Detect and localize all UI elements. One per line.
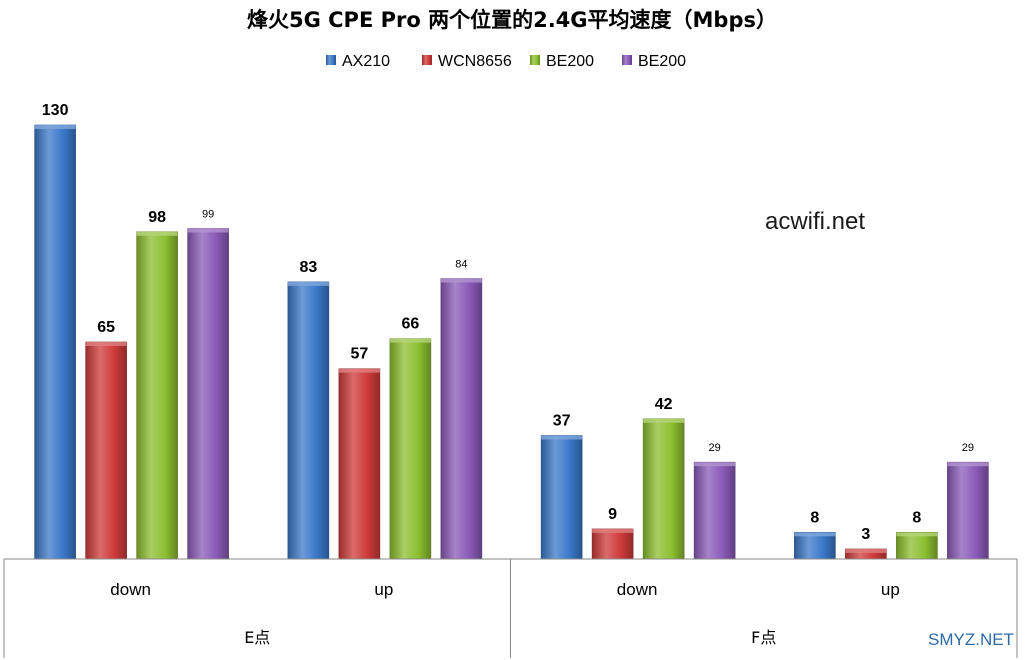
data-label: 29 [962, 442, 974, 454]
bar-top [287, 281, 329, 286]
watermark-smyz: SMYZ.NET [928, 630, 1014, 649]
category-label: down [110, 580, 151, 599]
legend-swatch [422, 55, 432, 65]
bar-top [947, 462, 989, 467]
legend-item-1: AX210 [326, 53, 390, 70]
bar-top [592, 528, 634, 533]
bar [389, 338, 432, 560]
legend-item-3: BE200 [530, 53, 594, 70]
bar [591, 528, 634, 560]
data-label: 99 [202, 208, 214, 220]
bar-top [541, 435, 583, 440]
group-label: F点 [751, 628, 776, 647]
bar-top [389, 338, 431, 343]
data-label: 9 [608, 506, 617, 523]
bar-top [34, 125, 76, 129]
legend-label: WCN8656 [438, 53, 512, 70]
bar-top [896, 532, 938, 537]
bar-top [794, 532, 836, 537]
category-label: up [374, 580, 393, 599]
bar [947, 461, 989, 560]
data-label: 66 [401, 316, 419, 333]
legend-label: AX210 [342, 53, 390, 70]
category-label: up [881, 580, 900, 599]
bar [85, 341, 127, 560]
data-label: 130 [42, 102, 69, 119]
data-label: 8 [912, 509, 921, 526]
legend-label: BE200 [638, 53, 686, 70]
legend-swatch [622, 55, 632, 65]
legend-swatch [530, 55, 540, 65]
legend: AX210 WCN8656 BE200 BE200 [326, 53, 686, 70]
data-label: 98 [148, 209, 166, 226]
bar [540, 435, 583, 560]
bar [34, 124, 76, 560]
watermark-acwifi: acwifi.net [765, 208, 865, 235]
bar-top [845, 548, 887, 553]
legend-item-4: BE200 [622, 53, 686, 70]
bar [693, 461, 736, 560]
chart-title: 烽火5G CPE Pro 两个位置的2.4G平均速度（Mbps） [247, 8, 777, 32]
bar [287, 281, 330, 560]
data-label: 83 [299, 259, 317, 276]
data-label: 29 [709, 442, 721, 454]
bar [136, 231, 178, 560]
legend-label: BE200 [546, 53, 594, 70]
data-label: 37 [553, 412, 571, 429]
data-label: 42 [655, 396, 673, 413]
bar [187, 228, 229, 560]
bar [338, 368, 381, 560]
data-label: 84 [455, 259, 467, 271]
legend-item-2: WCN8656 [422, 53, 512, 70]
bar-top [85, 342, 127, 346]
data-label: 8 [810, 509, 819, 526]
bar-top [694, 462, 736, 467]
data-label: 3 [861, 526, 870, 543]
bar [896, 531, 938, 560]
legend-swatch [326, 55, 336, 65]
bar [440, 278, 483, 560]
data-label: 57 [350, 346, 368, 363]
bar-top [338, 368, 380, 373]
category-label: down [617, 580, 658, 599]
bar [794, 531, 836, 560]
bar-top [643, 418, 685, 423]
data-label: 65 [97, 319, 115, 336]
bar-top [187, 228, 229, 233]
group-label: E点 [244, 628, 270, 647]
bar-top [136, 231, 178, 236]
bar [642, 418, 685, 560]
bar-top [440, 278, 482, 283]
category-axis: down up E点 down up F点 [3, 558, 1018, 658]
